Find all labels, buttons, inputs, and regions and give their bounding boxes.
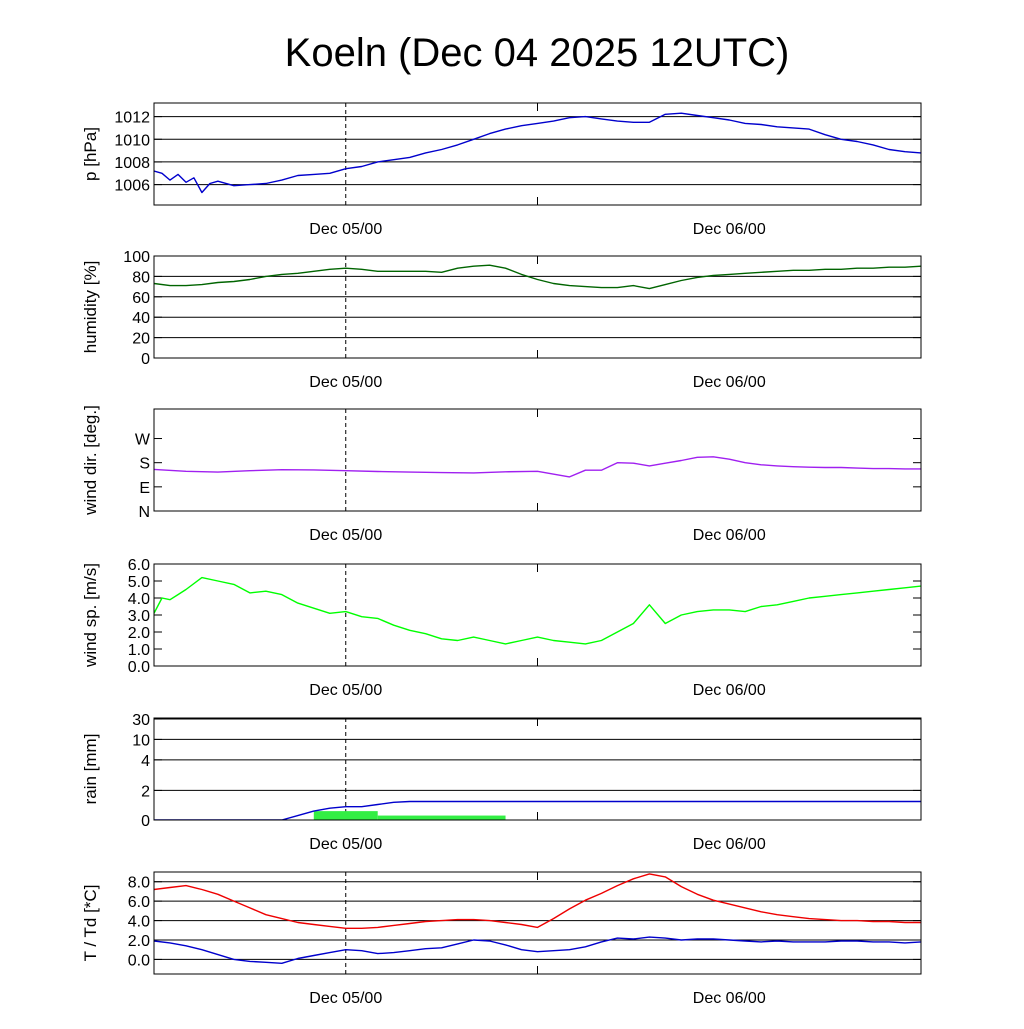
y-tick-label: E (139, 480, 150, 497)
y-axis-label: p [hPa] (81, 127, 100, 181)
y-tick-label: 0.0 (128, 659, 150, 676)
y-tick-label: 100 (123, 249, 150, 266)
x-tick-label: Dec 06/00 (693, 221, 766, 238)
y-tick-label: 6.0 (128, 894, 150, 911)
rain-bar (313, 811, 378, 820)
y-tick-label: S (139, 456, 150, 473)
y-tick-label: 2.0 (128, 933, 150, 950)
panel-frame (153, 717, 922, 821)
y-tick-label: 0.0 (128, 952, 150, 969)
y-tick-label: 2.0 (128, 625, 150, 642)
x-tick-label: Dec 05/00 (309, 374, 382, 391)
y-tick-label: 40 (132, 310, 150, 327)
y-axis-label: rain [mm] (81, 734, 100, 805)
y-axis-label: humidity [%] (81, 261, 100, 354)
x-tick-label: Dec 05/00 (309, 836, 382, 853)
y-tick-label: 3.0 (128, 608, 150, 625)
y-tick-label: 80 (132, 269, 150, 286)
chart-title: Koeln (Dec 04 2025 12UTC) (285, 31, 790, 75)
y-axis-label: wind sp. [m/s] (81, 563, 100, 668)
y-axis-label: wind dir. [deg.] (81, 405, 100, 516)
y-tick-label: 60 (132, 290, 150, 307)
y-tick-label: 0 (141, 813, 150, 830)
y-tick-label: 1010 (114, 132, 150, 149)
series-line-wind_dir (154, 456, 921, 478)
panel-frame (153, 563, 922, 667)
x-tick-label: Dec 06/00 (693, 374, 766, 391)
x-tick-label: Dec 06/00 (693, 682, 766, 699)
y-tick-label: 5.0 (128, 574, 150, 591)
series-line-dewpoint (154, 936, 921, 964)
y-tick-label: 6.0 (128, 557, 150, 574)
rain-bar (377, 815, 506, 820)
y-tick-label: 4.0 (128, 914, 150, 931)
x-tick-label: Dec 05/00 (309, 990, 382, 1007)
x-tick-label: Dec 06/00 (693, 836, 766, 853)
panel-6: 0.0 2.0 4.0 6.0 8.0 Dec 05/00 Dec 06/00 T / Td … (81, 871, 922, 1007)
panel-frame (153, 102, 922, 206)
panel-5: 0 2 4 10 30 Dec 05/00 Dec 06/00 rain [mm] (81, 712, 922, 853)
series-line-wind_speed (154, 576, 921, 645)
panel-1: 1006 1008 1010 1012 Dec 05/00 Dec 06/00 p [hPa… (81, 102, 922, 238)
y-tick-label: 30 (132, 712, 150, 729)
panel-frame (153, 408, 922, 512)
y-tick-label: N (138, 504, 150, 521)
y-tick-label: 1.0 (128, 642, 150, 659)
panel-frame (153, 871, 922, 975)
x-tick-label: Dec 06/00 (693, 527, 766, 544)
series-line-rain_line (154, 800, 921, 820)
panel-2: 0 20 40 60 80 100 Dec 05/00 Dec 06/00 humidity [… (81, 249, 922, 391)
series-line-humidity (154, 264, 921, 290)
y-tick-label: 1006 (114, 178, 150, 195)
y-tick-label: W (135, 432, 151, 449)
y-tick-label: 1008 (114, 155, 150, 172)
y-tick-label: 4.0 (128, 591, 150, 608)
panel-4: 0.01.02.03.04.05.06.0 Dec 05/00 Dec 06/00 w… (81, 557, 922, 699)
series-line-pressure (154, 112, 921, 194)
y-tick-label: 2 (141, 783, 150, 800)
y-tick-label: 10 (132, 732, 150, 749)
series-line-temperature (154, 873, 921, 929)
y-axis-label: T / Td [*C] (81, 885, 100, 962)
y-tick-label: 8.0 (128, 875, 150, 892)
y-tick-label: 1012 (114, 110, 150, 127)
x-tick-label: Dec 05/00 (309, 682, 382, 699)
x-tick-label: Dec 06/00 (693, 990, 766, 1007)
y-tick-label: 20 (132, 331, 150, 348)
x-tick-label: Dec 05/00 (309, 527, 382, 544)
y-tick-label: 0 (141, 351, 150, 368)
y-tick-label: 4 (141, 753, 150, 770)
x-tick-label: Dec 05/00 (309, 221, 382, 238)
panels: 1006 1008 1010 1012 Dec 05/00 Dec 06/00 p [hPa… (81, 102, 922, 1007)
panel-frame (153, 255, 922, 359)
